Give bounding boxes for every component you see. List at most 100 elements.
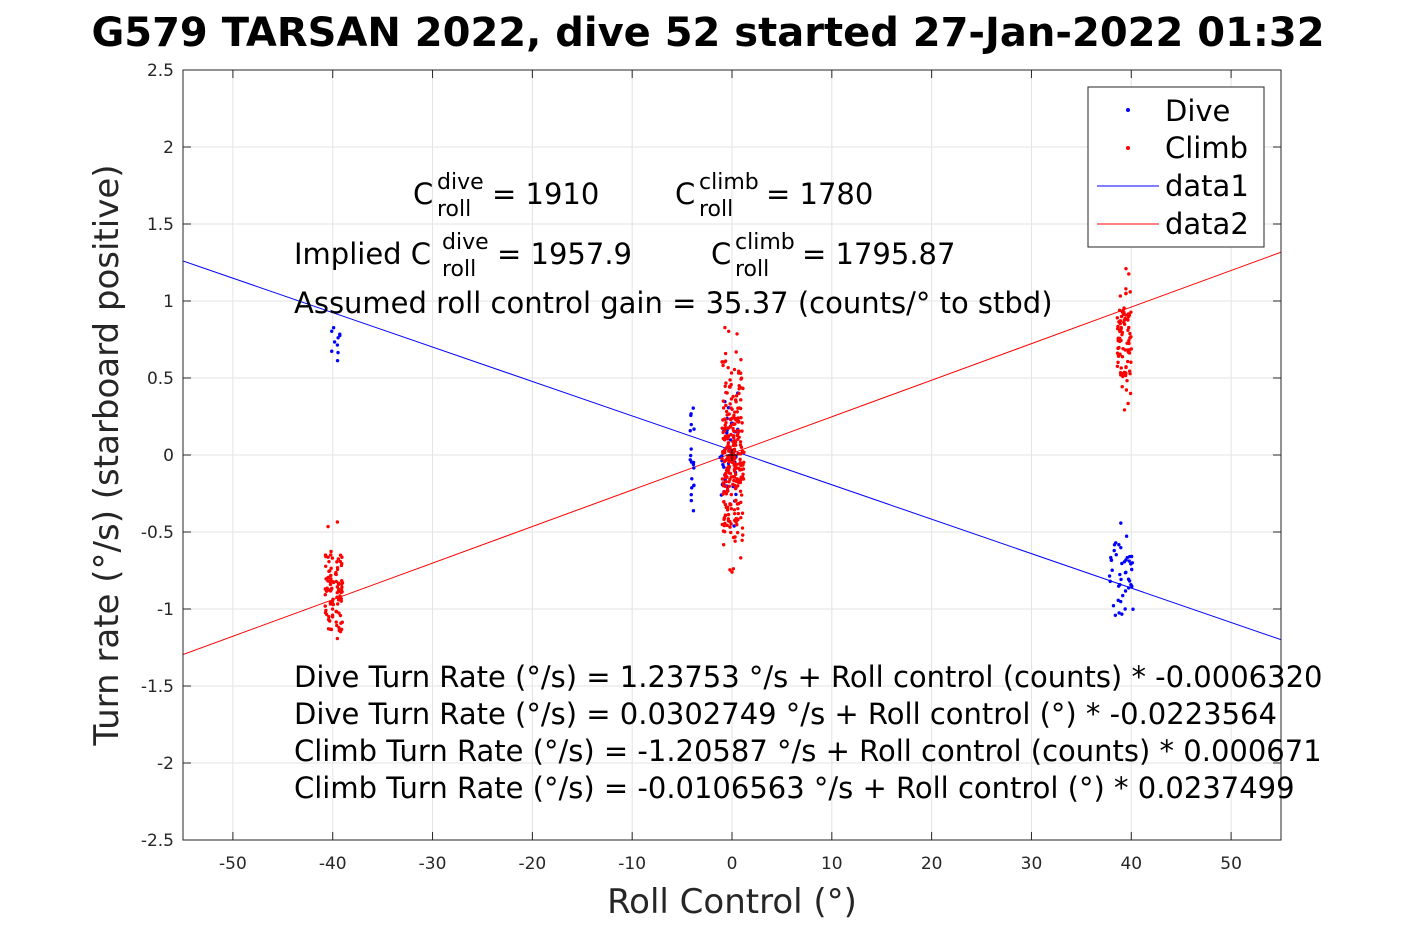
climb-point [732, 508, 737, 512]
climb-point [334, 620, 338, 624]
climb-point [339, 563, 344, 568]
climb-point [732, 447, 737, 452]
climb-point [1115, 316, 1120, 320]
climb-point [327, 569, 331, 574]
climb-point [722, 499, 726, 504]
annotation-implied-climb: C climb roll = 1795.87 [711, 230, 955, 282]
climb-point [728, 378, 732, 382]
climb-point [720, 360, 724, 364]
climb-point [326, 555, 330, 559]
dive-point [336, 336, 340, 340]
dive-point [728, 438, 733, 442]
climb-point [727, 484, 732, 489]
climb-point [735, 530, 740, 535]
climb-point [733, 443, 738, 447]
climb-point [721, 450, 725, 455]
x-tick-label: -40 [319, 854, 347, 874]
legend: Dive Climb data1 data2 [1087, 86, 1265, 248]
climb-point [729, 492, 733, 497]
climb-point [1128, 331, 1132, 336]
climb-point [736, 416, 740, 420]
dive-point [1126, 586, 1131, 590]
dive-point [1124, 534, 1129, 538]
climb-point [732, 422, 736, 427]
dive-point [1127, 579, 1132, 583]
climb-point [739, 493, 744, 497]
climb-point [722, 530, 727, 534]
dive-point [732, 524, 736, 528]
climb-point [1122, 306, 1126, 310]
climb-point [730, 416, 734, 420]
climb-point [327, 559, 331, 564]
climb-point [723, 502, 728, 507]
y-tick-label: -1.5 [141, 677, 174, 697]
x-tick-label: 50 [1220, 854, 1242, 874]
dive-point [330, 349, 334, 353]
dive-point [1131, 607, 1135, 611]
climb-point [723, 513, 728, 517]
climb-point [724, 403, 728, 408]
dive-point [1112, 548, 1116, 553]
climb-point [739, 515, 743, 520]
climb-point [733, 499, 738, 503]
dive-point [1119, 545, 1123, 550]
climb-point [741, 477, 746, 481]
climb-point [1116, 346, 1120, 351]
dive-point [1118, 583, 1122, 587]
climb-point [329, 577, 333, 581]
climb-point [1126, 328, 1130, 332]
dive-point [722, 465, 726, 469]
dive-point [689, 412, 693, 416]
climb-point [336, 598, 341, 602]
climb-point [727, 329, 731, 333]
annotation-eq3: Climb Turn Rate (°/s) = -1.20587 °/s + R… [294, 734, 1322, 768]
climb-point [1128, 290, 1132, 294]
climb-point [720, 456, 724, 461]
dive-point [1110, 568, 1114, 572]
dive-point [689, 422, 693, 427]
climb-point [726, 512, 731, 517]
dive-point [1117, 611, 1121, 615]
climb-point [1116, 360, 1120, 365]
x-tick-label: -10 [618, 854, 646, 874]
climb-point [732, 367, 737, 372]
climb-point [728, 402, 732, 406]
climb-point [728, 445, 732, 449]
climb-point [324, 577, 328, 581]
climb-point [720, 522, 725, 527]
dive-point [335, 358, 340, 363]
climb-point [724, 409, 729, 414]
climb-point [740, 511, 745, 515]
climb-point [724, 446, 729, 450]
climb-point [737, 478, 741, 482]
climb-point [724, 479, 728, 484]
climb-point [722, 459, 727, 464]
dive-point [1109, 558, 1114, 562]
climb-point [728, 525, 732, 529]
dive-point [1123, 571, 1128, 575]
dive-point [335, 343, 340, 347]
c-dive-base: C [413, 177, 433, 211]
dive-point [1119, 577, 1123, 582]
climb-point [1127, 369, 1132, 373]
climb-point [724, 381, 728, 385]
climb-point [1126, 312, 1131, 316]
annotation-eq2: Dive Turn Rate (°/s) = 0.0302749 °/s + R… [294, 697, 1277, 731]
dive-point [689, 498, 694, 503]
climb-point [736, 420, 741, 424]
climb-point [732, 511, 737, 516]
dive-point [720, 454, 724, 458]
climb-point [338, 553, 343, 557]
climb-point [1115, 364, 1120, 368]
climb-point [723, 417, 728, 421]
climb-point [329, 573, 333, 578]
dive-point [1120, 561, 1124, 566]
annotation-eq4: Climb Turn Rate (°/s) = -0.0106563 °/s +… [294, 771, 1295, 805]
climb-point [1126, 350, 1130, 354]
legend-label-dive: Dive [1165, 94, 1230, 128]
climb-point [734, 462, 739, 467]
climb-point [1127, 341, 1131, 346]
climb-point [1124, 266, 1128, 271]
climb-point [737, 383, 741, 388]
climb-point [733, 410, 737, 414]
